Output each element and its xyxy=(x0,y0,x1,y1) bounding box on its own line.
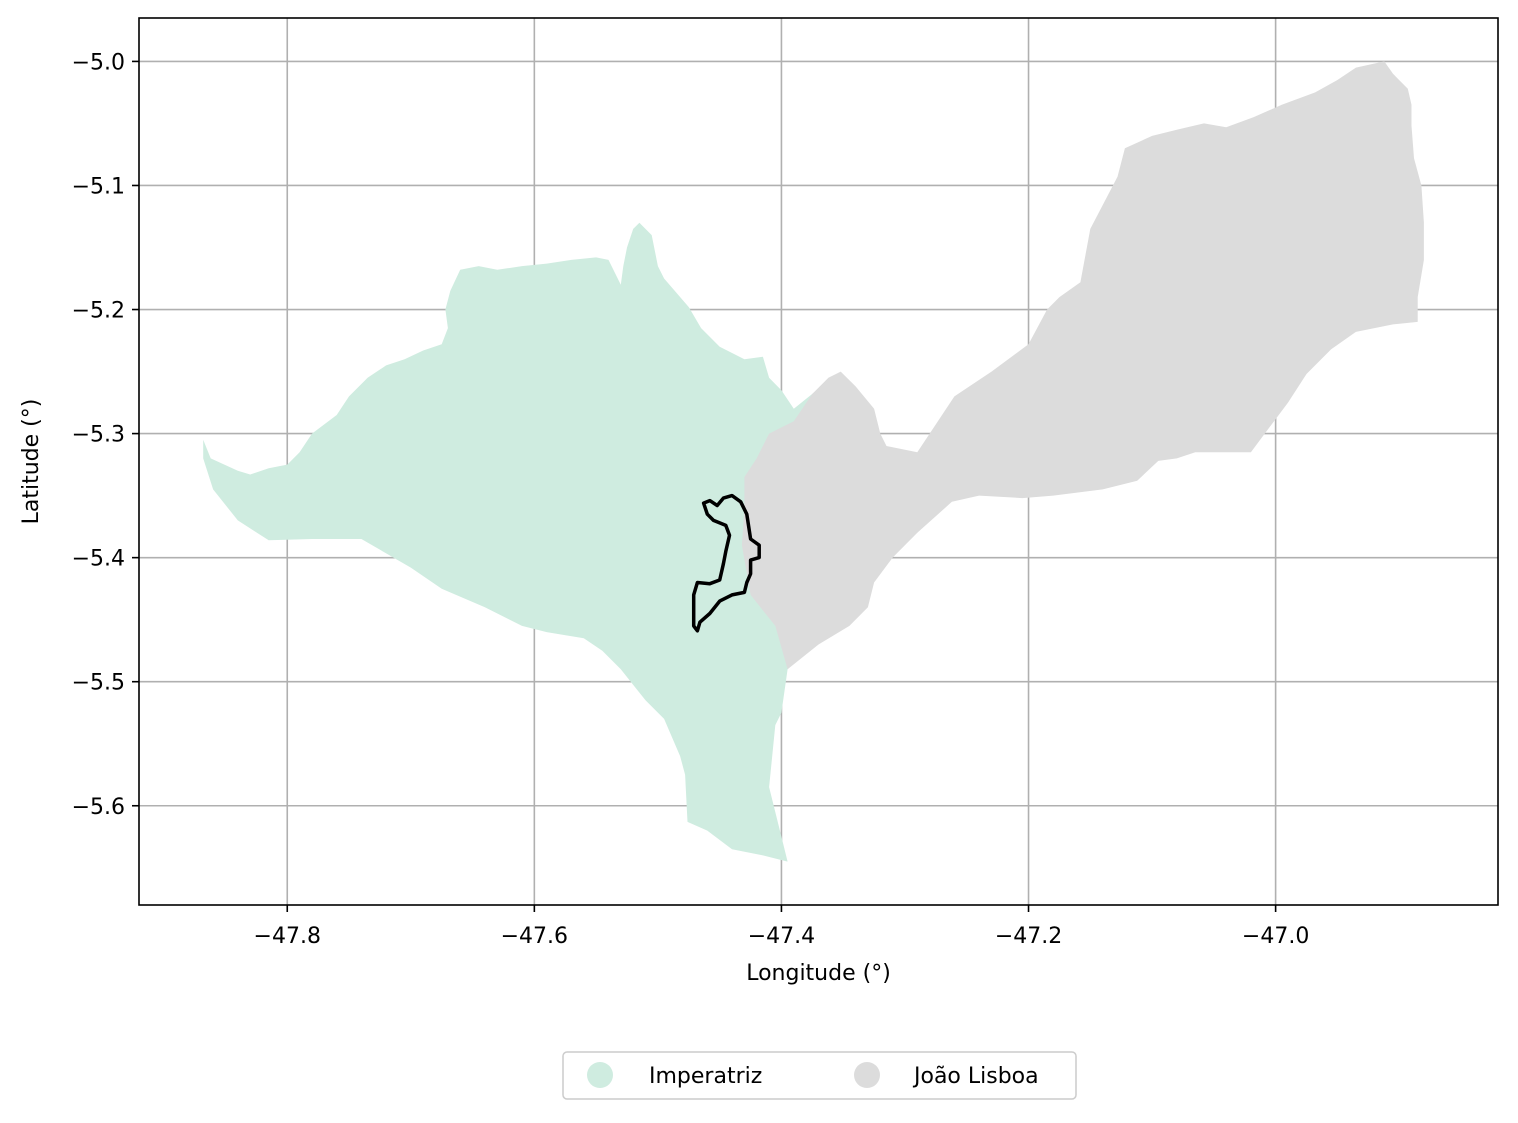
y-tick-label: −5.0 xyxy=(72,50,125,75)
region-joao-lisboa xyxy=(741,61,1424,670)
x-tick-label: −47.6 xyxy=(501,924,568,949)
y-axis-label: Latitude (°) xyxy=(19,399,44,525)
x-tick-label: −47.8 xyxy=(254,924,321,949)
y-tick-label: −5.5 xyxy=(72,671,125,696)
highlight-outline xyxy=(691,493,761,633)
legend-swatch-joao-lisboa xyxy=(854,1062,880,1088)
y-tick-label: −5.1 xyxy=(72,174,125,199)
y-axis-ticks: −5.0 −5.1 −5.2 −5.3 −5.4 −5.5 −5.6 xyxy=(72,50,139,820)
map-outline xyxy=(691,493,761,633)
plot-frame xyxy=(138,17,1499,906)
x-tick-label: −47.0 xyxy=(1242,924,1309,949)
legend-label-imperatriz: Imperatriz xyxy=(649,1064,762,1089)
y-tick-label: −5.4 xyxy=(72,547,125,572)
y-tick-label: −5.6 xyxy=(72,795,125,820)
legend-box xyxy=(562,1051,1077,1100)
legend-label-joao-lisboa: João Lisboa xyxy=(912,1064,1039,1089)
legend: Imperatriz João Lisboa xyxy=(562,1051,1077,1100)
legend-swatch-imperatriz xyxy=(587,1062,613,1088)
y-tick-label: −5.2 xyxy=(72,299,125,324)
region-imperatriz xyxy=(203,222,825,862)
x-tick-label: −47.2 xyxy=(995,924,1062,949)
x-axis-label: Longitude (°) xyxy=(746,961,891,986)
y-tick-label: −5.3 xyxy=(72,423,125,448)
x-axis-ticks: −47.8 −47.6 −47.4 −47.2 −47.0 xyxy=(254,905,1309,949)
map-regions xyxy=(203,61,1424,862)
x-tick-label: −47.4 xyxy=(748,924,815,949)
